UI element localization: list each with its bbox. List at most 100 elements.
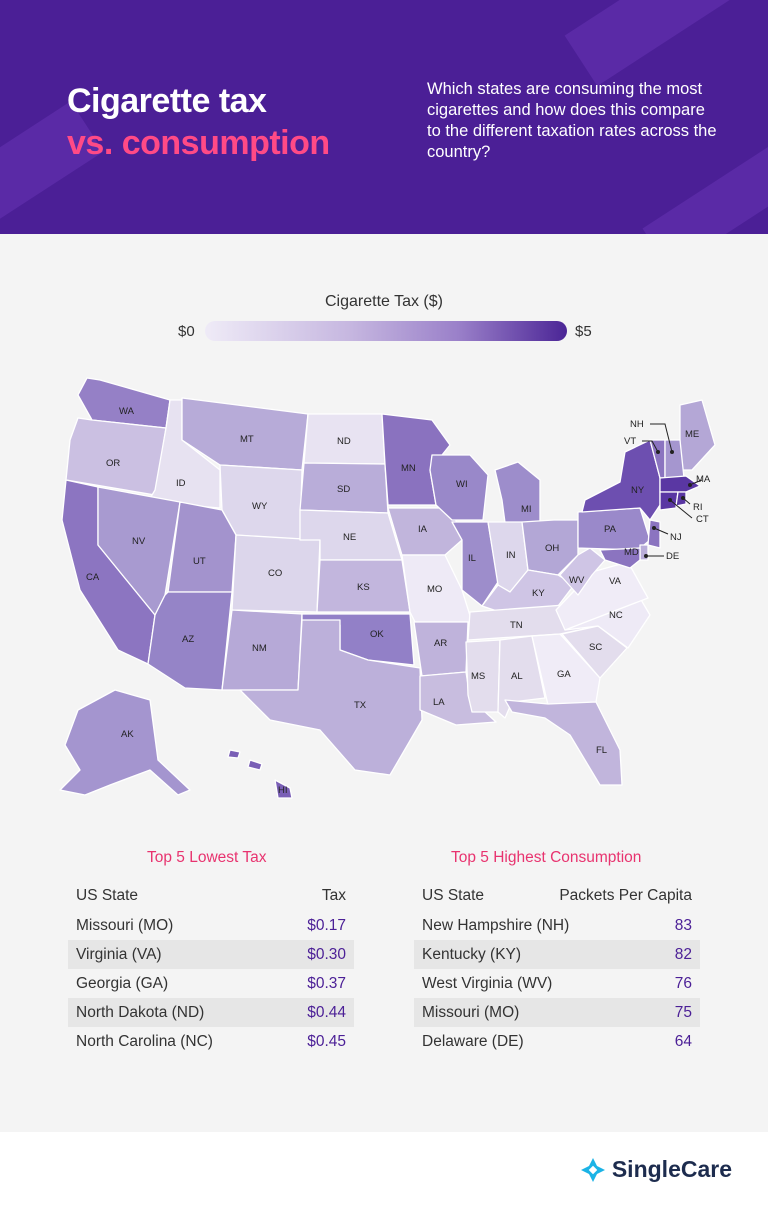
state-label-ga: GA: [557, 669, 571, 680]
state-label-wa: WA: [119, 406, 135, 417]
leader-dot-nh: [670, 450, 674, 454]
lowest-tax-table: US State Tax Missouri (MO) $0.17 Virginia…: [68, 881, 354, 1056]
state-wi: [429, 454, 489, 521]
leader-dot-vt: [656, 450, 660, 454]
state-cell: New Hampshire (NH): [422, 916, 570, 934]
state-label-ut: UT: [193, 556, 206, 567]
state-label-nv: NV: [132, 536, 146, 547]
table-row: West Virginia (WV) 76: [414, 969, 700, 998]
state-label-mn: MN: [401, 463, 416, 474]
state-label-nj: NJ: [670, 532, 682, 543]
leader-nh: [650, 423, 673, 453]
packets-cell: 64: [674, 1032, 692, 1050]
packets-cell: 82: [674, 945, 692, 963]
state-label-ny: NY: [631, 485, 645, 496]
column-header-tax: Tax: [321, 887, 346, 904]
state-cell: Delaware (DE): [422, 1032, 524, 1050]
table-header: US State Tax: [68, 881, 354, 911]
page-subtitle: Which states are consuming the most ciga…: [427, 80, 717, 161]
state-label-ca: CA: [86, 572, 100, 583]
decor-streak: [564, 0, 768, 86]
leader-ma: [691, 479, 703, 485]
table-row: Missouri (MO) 75: [414, 998, 700, 1027]
column-header-packets: Packets Per Capita: [559, 887, 692, 904]
state-label-nh: NH: [630, 419, 644, 430]
leader-dot-ct: [668, 498, 672, 502]
state-label-fl: FL: [596, 745, 607, 756]
state-label-ks: KS: [357, 582, 370, 593]
state-ar: [413, 621, 469, 677]
state-hi-islet: [247, 759, 263, 771]
leader-nj: [653, 527, 669, 535]
highest-consumption-title: Top 5 Highest Consumption: [451, 849, 642, 866]
leader-dot-nj: [652, 526, 656, 530]
us-map: WA OR CA ID NV MT WY UT AZ CO NM ND SD N…: [59, 377, 716, 799]
table-body: Missouri (MO) $0.17 Virginia (VA) $0.30 Ge…: [68, 911, 354, 1056]
leader-dot-de: [644, 554, 648, 558]
state-fl: [504, 699, 623, 786]
state-label-hi: HI: [278, 785, 288, 796]
singlecare-logo[interactable]: SingleCare: [580, 1156, 732, 1183]
state-label-nm: NM: [252, 643, 267, 654]
state-label-pa: PA: [604, 524, 617, 535]
packets-cell: 83: [674, 916, 692, 934]
tax-cell: $0.17: [307, 916, 346, 934]
state-label-ct: CT: [696, 514, 709, 525]
state-label-co: CO: [268, 568, 282, 579]
table-row: New Hampshire (NH) 83: [414, 911, 700, 940]
tax-cell: $0.45: [307, 1032, 346, 1050]
state-label-sc: SC: [589, 642, 602, 653]
state-cell: Virginia (VA): [76, 945, 162, 963]
legend-max-label: $5: [575, 323, 592, 340]
singlecare-plus-icon: [580, 1157, 605, 1182]
state-tx: [239, 619, 423, 776]
state-label-ar: AR: [434, 638, 447, 649]
table-header: US State Packets Per Capita: [414, 881, 700, 911]
state-label-tn: TN: [510, 620, 523, 631]
state-cell: North Carolina (NC): [76, 1032, 213, 1050]
table-row: Georgia (GA) $0.37: [68, 969, 354, 998]
state-label-ms: MS: [471, 671, 485, 682]
state-md: [599, 547, 641, 569]
leader-vt: [642, 440, 659, 453]
title-line-2: vs. consumption: [67, 124, 330, 162]
state-az: [147, 591, 233, 691]
state-label-ak: AK: [121, 729, 134, 740]
state-ma: [659, 475, 701, 493]
table-row: Virginia (VA) $0.30: [68, 940, 354, 969]
leader-ct: [669, 499, 693, 519]
tax-cell: $0.30: [307, 945, 346, 963]
state-ri: [675, 491, 687, 507]
state-cell: Georgia (GA): [76, 974, 169, 992]
header-banner: Cigarette tax vs. consumption Which stat…: [0, 0, 768, 234]
tax-cell: $0.37: [307, 974, 346, 992]
state-label-ne: NE: [343, 532, 356, 543]
state-label-ky: KY: [532, 588, 545, 599]
state-label-in: IN: [506, 550, 516, 561]
state-label-ma: MA: [696, 474, 711, 485]
legend-gradient-bar: [205, 321, 567, 341]
state-mi: [494, 461, 541, 531]
state-label-va: VA: [609, 576, 622, 587]
state-label-de: DE: [666, 551, 679, 562]
table-row: Kentucky (KY) 82: [414, 940, 700, 969]
state-ms: [465, 639, 501, 713]
state-label-la: LA: [433, 697, 445, 708]
state-label-il: IL: [468, 553, 476, 564]
state-label-vt: VT: [624, 436, 636, 447]
packets-cell: 76: [674, 974, 692, 992]
state-label-id: ID: [176, 478, 186, 489]
state-nh: [664, 439, 685, 481]
legend-min-label: $0: [178, 323, 195, 340]
state-label-wi: WI: [456, 479, 468, 490]
state-label-mt: MT: [240, 434, 254, 445]
state-label-or: OR: [106, 458, 120, 469]
table-row: Delaware (DE) 64: [414, 1027, 700, 1056]
state-ak: [59, 689, 191, 796]
state-label-oh: OH: [545, 543, 559, 554]
packets-cell: 75: [674, 1003, 692, 1021]
column-header-state: US State: [422, 887, 485, 904]
state-label-me: ME: [685, 429, 699, 440]
state-label-mi: MI: [521, 504, 532, 515]
state-label-nd: ND: [337, 436, 351, 447]
